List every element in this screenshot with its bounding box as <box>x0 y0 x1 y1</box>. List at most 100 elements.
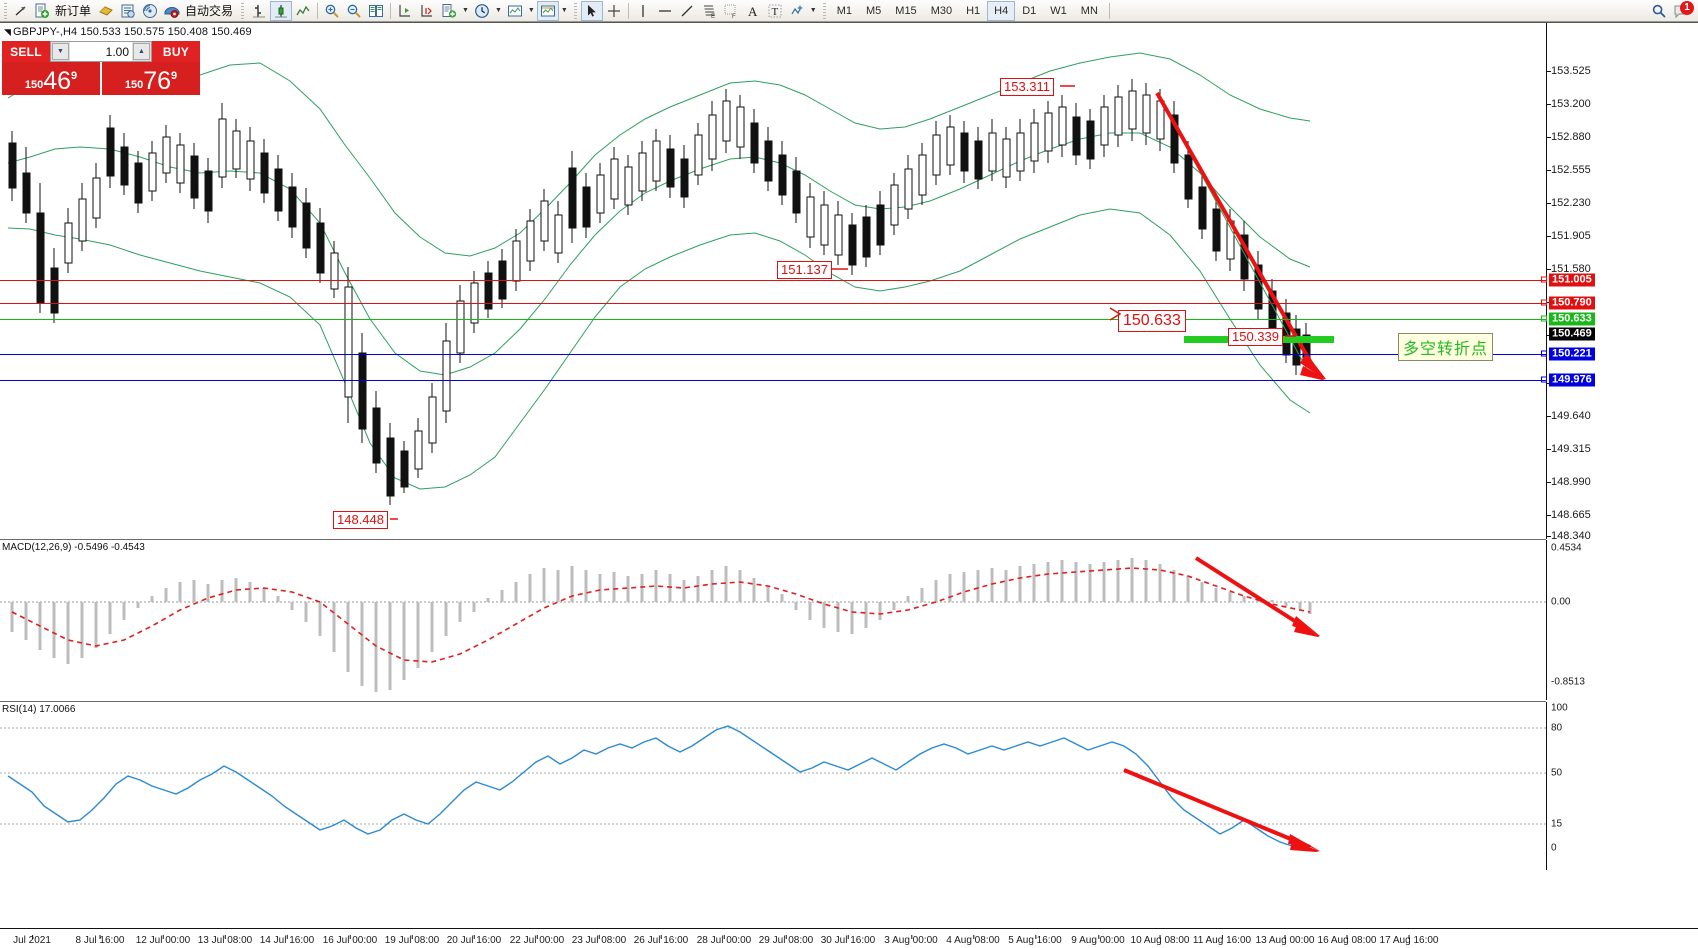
period-dropdown-caret[interactable]: ▼ <box>494 7 502 14</box>
shapes-dropdown-caret[interactable]: ▼ <box>809 7 817 14</box>
annotation-148448[interactable]: 148.448 <box>333 511 388 529</box>
fibonacci-icon[interactable]: E <box>698 1 720 21</box>
toolbar-grip-2[interactable] <box>239 1 247 20</box>
sell-price-main: 46 <box>43 67 72 95</box>
rsi-scale[interactable]: 100 80 50 15 0 <box>1546 702 1698 870</box>
price-scale[interactable]: 153.525 153.200 152.880 152.555 152.230 … <box>1541 23 1698 542</box>
one-click-trading-panel[interactable]: SELL ▼ 1.00 ▲ BUY 150 46 9 150 76 9 <box>2 41 200 95</box>
zoom-out-icon[interactable] <box>343 1 365 21</box>
time-tick: 12 Jul 00:00 <box>135 935 191 946</box>
price-pane[interactable]: ◥ GBPJPY-,H4 150.533 150.575 150.408 150.… <box>0 23 1698 542</box>
equidistant-channel-icon[interactable]: F <box>720 1 742 21</box>
toolbar-grip[interactable] <box>2 1 9 20</box>
macd-scale[interactable]: 0.4534 0.00 -0.8513 <box>1546 540 1698 700</box>
timeframe-h1[interactable]: H1 <box>966 4 981 17</box>
templates-apply-caret[interactable]: ▼ <box>560 7 568 14</box>
signals-icon[interactable] <box>139 1 161 21</box>
autotrading-label[interactable]: 自动交易 <box>185 4 234 18</box>
time-tick: 23 Jul 08:00 <box>571 935 627 946</box>
price-tick: 153.525 <box>1547 65 1591 77</box>
vertical-line-icon[interactable] <box>632 1 654 21</box>
trendline-icon[interactable] <box>676 1 698 21</box>
chart-window[interactable]: ◥ GBPJPY-,H4 150.533 150.575 150.408 150.… <box>0 22 1698 948</box>
templates-icon[interactable] <box>504 1 526 21</box>
new-order-label[interactable]: 新订单 <box>55 4 92 18</box>
time-tick: Jul 2021 <box>13 935 51 946</box>
rsi-pane[interactable]: RSI(14) 17.0066 100 80 50 15 0 <box>0 702 1698 870</box>
new-order-icon[interactable] <box>31 1 53 21</box>
time-tick: 28 Jul 00:00 <box>696 935 752 946</box>
toolbar-grip-4[interactable] <box>820 1 828 20</box>
price-level-label-resistance-2[interactable]: 150.790 <box>1541 296 1595 310</box>
annotation-153311[interactable]: 153.311 <box>1000 78 1055 96</box>
shapes-icon[interactable] <box>786 1 808 21</box>
auto-scroll-icon[interactable] <box>416 1 438 21</box>
timeframe-m30[interactable]: M30 <box>930 4 953 17</box>
rsi-tick: 100 <box>1551 702 1568 714</box>
annotation-151137[interactable]: 151.137 <box>777 261 832 279</box>
indicators-dropdown-caret[interactable]: ▼ <box>462 7 469 14</box>
candlestick-chart-icon[interactable] <box>270 0 293 21</box>
text-label-icon[interactable]: T <box>764 1 786 21</box>
autotrading-icon[interactable] <box>161 1 183 21</box>
price-tick: 149.315 <box>1547 443 1591 455</box>
macd-tick: 0.4534 <box>1551 542 1582 554</box>
price-level-label-support-blue-2[interactable]: 149.976 <box>1541 373 1595 387</box>
zoom-in-icon[interactable] <box>321 1 343 21</box>
text-icon[interactable]: A <box>742 1 764 21</box>
templates-dropdown-caret[interactable]: ▼ <box>527 7 535 14</box>
period-clock-icon[interactable] <box>471 1 493 21</box>
price-level-label-resistance-1[interactable]: 151.005 <box>1541 273 1595 287</box>
timeframe-h4[interactable]: H4 <box>987 0 1016 21</box>
price-level-label-support-green[interactable]: 150.633 <box>1541 312 1595 326</box>
volume-increment-button[interactable]: ▲ <box>133 43 150 60</box>
templates-apply-icon[interactable] <box>536 0 559 21</box>
volume-input[interactable]: 1.00 <box>70 42 132 61</box>
annotation-chinese-note[interactable]: 多空转折点 <box>1398 333 1494 361</box>
volume-stepper[interactable]: ▼ 1.00 ▲ <box>50 41 152 62</box>
notifications-icon[interactable]: 1 <box>1670 0 1694 21</box>
time-tick: 11 Aug 16:00 <box>1192 935 1252 946</box>
navigate-icon[interactable] <box>11 1 31 21</box>
sell-button[interactable]: SELL <box>2 41 50 62</box>
timeframe-d1[interactable]: D1 <box>1022 4 1037 17</box>
timeframe-m15[interactable]: M15 <box>895 4 917 17</box>
line-chart-icon[interactable] <box>292 1 314 21</box>
macd-plot <box>0 556 1546 692</box>
cursor-icon[interactable] <box>580 0 603 21</box>
time-axis[interactable]: Jul 2021 8 Jul 16:00 12 Jul 00:00 13 Jul… <box>0 928 1698 948</box>
bollinger-lower-band <box>7 208 1311 490</box>
support-line-149976[interactable] <box>0 380 1546 381</box>
resistance-line-151005[interactable] <box>0 280 1546 281</box>
timeframe-w1[interactable]: W1 <box>1050 4 1067 17</box>
price-level-label-support-blue-1[interactable]: 150.221 <box>1541 347 1595 361</box>
volume-decrement-button[interactable]: ▼ <box>52 43 69 60</box>
chart-shift-icon[interactable] <box>394 1 416 21</box>
annotation-150633[interactable]: 150.633 <box>1118 310 1186 332</box>
resistance-line-150790[interactable] <box>0 303 1546 304</box>
buy-button[interactable]: BUY <box>152 41 200 62</box>
time-tick: 3 Aug 00:00 <box>884 935 938 946</box>
macd-pane[interactable]: MACD(12,26,9) -0.5496 -0.4543 <box>0 540 1698 700</box>
support-line-150633[interactable] <box>0 319 1546 320</box>
buy-price-display[interactable]: 150 76 9 <box>102 62 200 95</box>
annotation-150339[interactable]: 150.339 <box>1228 328 1283 346</box>
time-tick: 22 Jul 00:00 <box>509 935 565 946</box>
macd-label: MACD(12,26,9) -0.5496 -0.4543 <box>2 542 145 553</box>
time-tick: 30 Jul 16:00 <box>820 935 876 946</box>
data-window-icon[interactable] <box>117 1 139 21</box>
support-line-150221[interactable] <box>0 354 1546 355</box>
tile-windows-icon[interactable] <box>365 1 387 21</box>
timeframe-m1[interactable]: M1 <box>836 4 852 17</box>
timeframe-m5[interactable]: M5 <box>866 4 882 17</box>
horizontal-line-icon[interactable] <box>654 1 676 21</box>
expert-advisors-icon[interactable] <box>95 1 117 21</box>
crosshair-icon[interactable] <box>603 1 625 21</box>
price-tick: 152.230 <box>1547 197 1591 209</box>
toolbar-grip-3[interactable] <box>571 1 579 20</box>
timeframe-mn[interactable]: MN <box>1080 4 1098 17</box>
bar-chart-icon[interactable] <box>248 1 270 21</box>
search-icon[interactable] <box>1648 1 1670 21</box>
sell-price-display[interactable]: 150 46 9 <box>2 62 100 95</box>
indicators-icon[interactable] <box>438 1 460 21</box>
